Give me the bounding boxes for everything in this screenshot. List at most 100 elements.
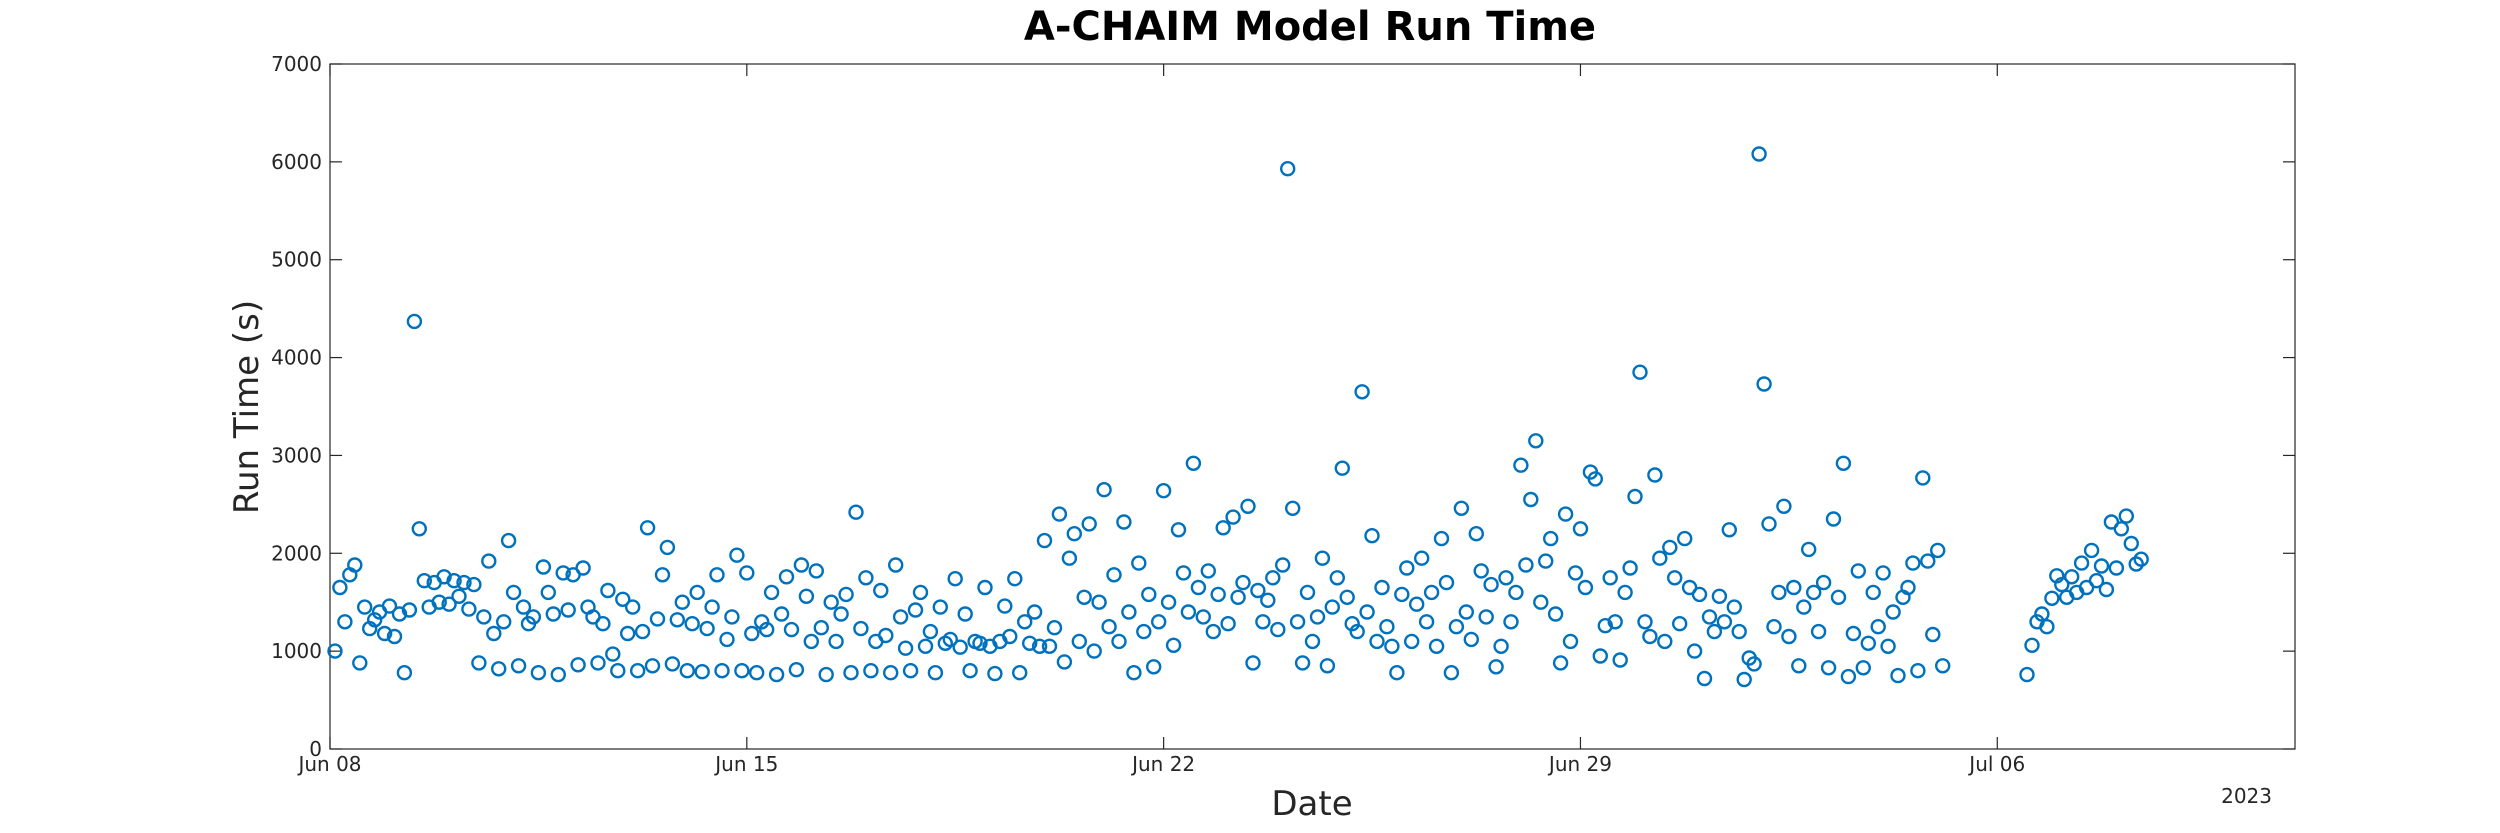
data-point (590, 655, 606, 671)
data-point (1766, 619, 1782, 635)
data-point (897, 640, 914, 656)
data-point (1890, 667, 1906, 684)
data-point (376, 625, 393, 642)
data-point (1458, 604, 1475, 620)
data-point (1929, 542, 1946, 559)
data-point (2108, 560, 2125, 576)
data-point (1552, 655, 1569, 671)
data-point (669, 612, 685, 628)
y-tick-label: 3000 (271, 443, 322, 467)
x-tick-label: Jun 29 (1547, 752, 1612, 776)
data-point (1016, 614, 1033, 630)
data-point (1399, 560, 1415, 576)
data-point (337, 614, 353, 630)
data-point (2054, 576, 2070, 593)
data-point (2019, 666, 2035, 683)
data-point (694, 664, 710, 680)
data-point (1602, 570, 1618, 586)
data-point (1478, 609, 1494, 625)
data-point (1915, 470, 1931, 486)
data-point (1686, 643, 1703, 659)
data-point (1483, 576, 1499, 593)
data-point (2128, 556, 2144, 572)
data-point (1443, 665, 1460, 681)
data-point (630, 663, 646, 679)
data-point (1900, 579, 1916, 596)
data-point (570, 657, 586, 673)
data-point (1230, 589, 1246, 605)
data-point (1051, 506, 1068, 522)
data-point (625, 599, 641, 615)
data-point (496, 614, 512, 630)
data-point (1106, 567, 1122, 583)
data-point (560, 602, 576, 618)
x-tick-label: Jun 08 (296, 752, 361, 776)
data-point (1423, 584, 1440, 601)
data-point (2093, 558, 2110, 574)
data-point (2063, 569, 2080, 585)
data-point (500, 532, 517, 549)
data-point (605, 646, 621, 662)
data-point (664, 656, 681, 672)
data-point (1696, 670, 1713, 687)
data-point (540, 584, 556, 601)
data-point (1175, 565, 1192, 581)
data-point (1731, 623, 1747, 640)
data-point (1503, 614, 1519, 630)
data-point (1314, 550, 1331, 566)
data-point (1632, 364, 1648, 380)
data-point (1235, 574, 1251, 591)
data-point (1284, 500, 1301, 516)
data-point (1706, 623, 1723, 640)
data-point (927, 665, 944, 681)
data-point (878, 627, 894, 644)
data-point (1815, 574, 1832, 591)
data-point (1662, 539, 1678, 556)
data-point (1771, 584, 1787, 601)
data-point (724, 609, 740, 625)
data-point (858, 570, 874, 586)
data-point (1131, 555, 1147, 571)
data-point (1165, 637, 1182, 653)
data-point (997, 598, 1013, 614)
data-point (739, 565, 755, 581)
data-point (1150, 614, 1167, 630)
data-point (1126, 665, 1142, 681)
data-point (1170, 522, 1187, 538)
data-point (1309, 609, 1326, 625)
data-point (1746, 656, 1762, 672)
data-point (1394, 586, 1410, 603)
data-point (1498, 570, 1514, 586)
data-point (1518, 557, 1534, 573)
data-point (1676, 530, 1693, 547)
data-point (2039, 619, 2055, 635)
data-point (1463, 631, 1480, 648)
data-point (902, 663, 919, 679)
data-point (1592, 648, 1609, 664)
data-point (1825, 511, 1842, 527)
data-point (620, 625, 636, 642)
data-point (1245, 655, 1261, 671)
data-point (471, 655, 487, 671)
data-point (1781, 628, 1797, 645)
data-point (1289, 614, 1306, 630)
data-point (1433, 530, 1450, 547)
data-point (1800, 541, 1817, 558)
data-point (1855, 660, 1872, 676)
data-point (1473, 563, 1489, 579)
data-point (2098, 581, 2115, 598)
chart-title: A-CHAIM Model Run Time (1024, 4, 1596, 50)
data-point (828, 633, 844, 650)
data-point (1026, 604, 1043, 620)
data-points (327, 146, 2149, 688)
data-point (1810, 623, 1827, 640)
data-point (595, 616, 611, 632)
data-point (476, 609, 492, 625)
data-point (1721, 522, 1738, 538)
y-tick-label: 4000 (271, 346, 322, 370)
data-point (1215, 520, 1231, 536)
data-point (2118, 508, 2135, 524)
data-point (2133, 551, 2149, 567)
data-point (892, 609, 909, 625)
data-point (1711, 588, 1728, 604)
